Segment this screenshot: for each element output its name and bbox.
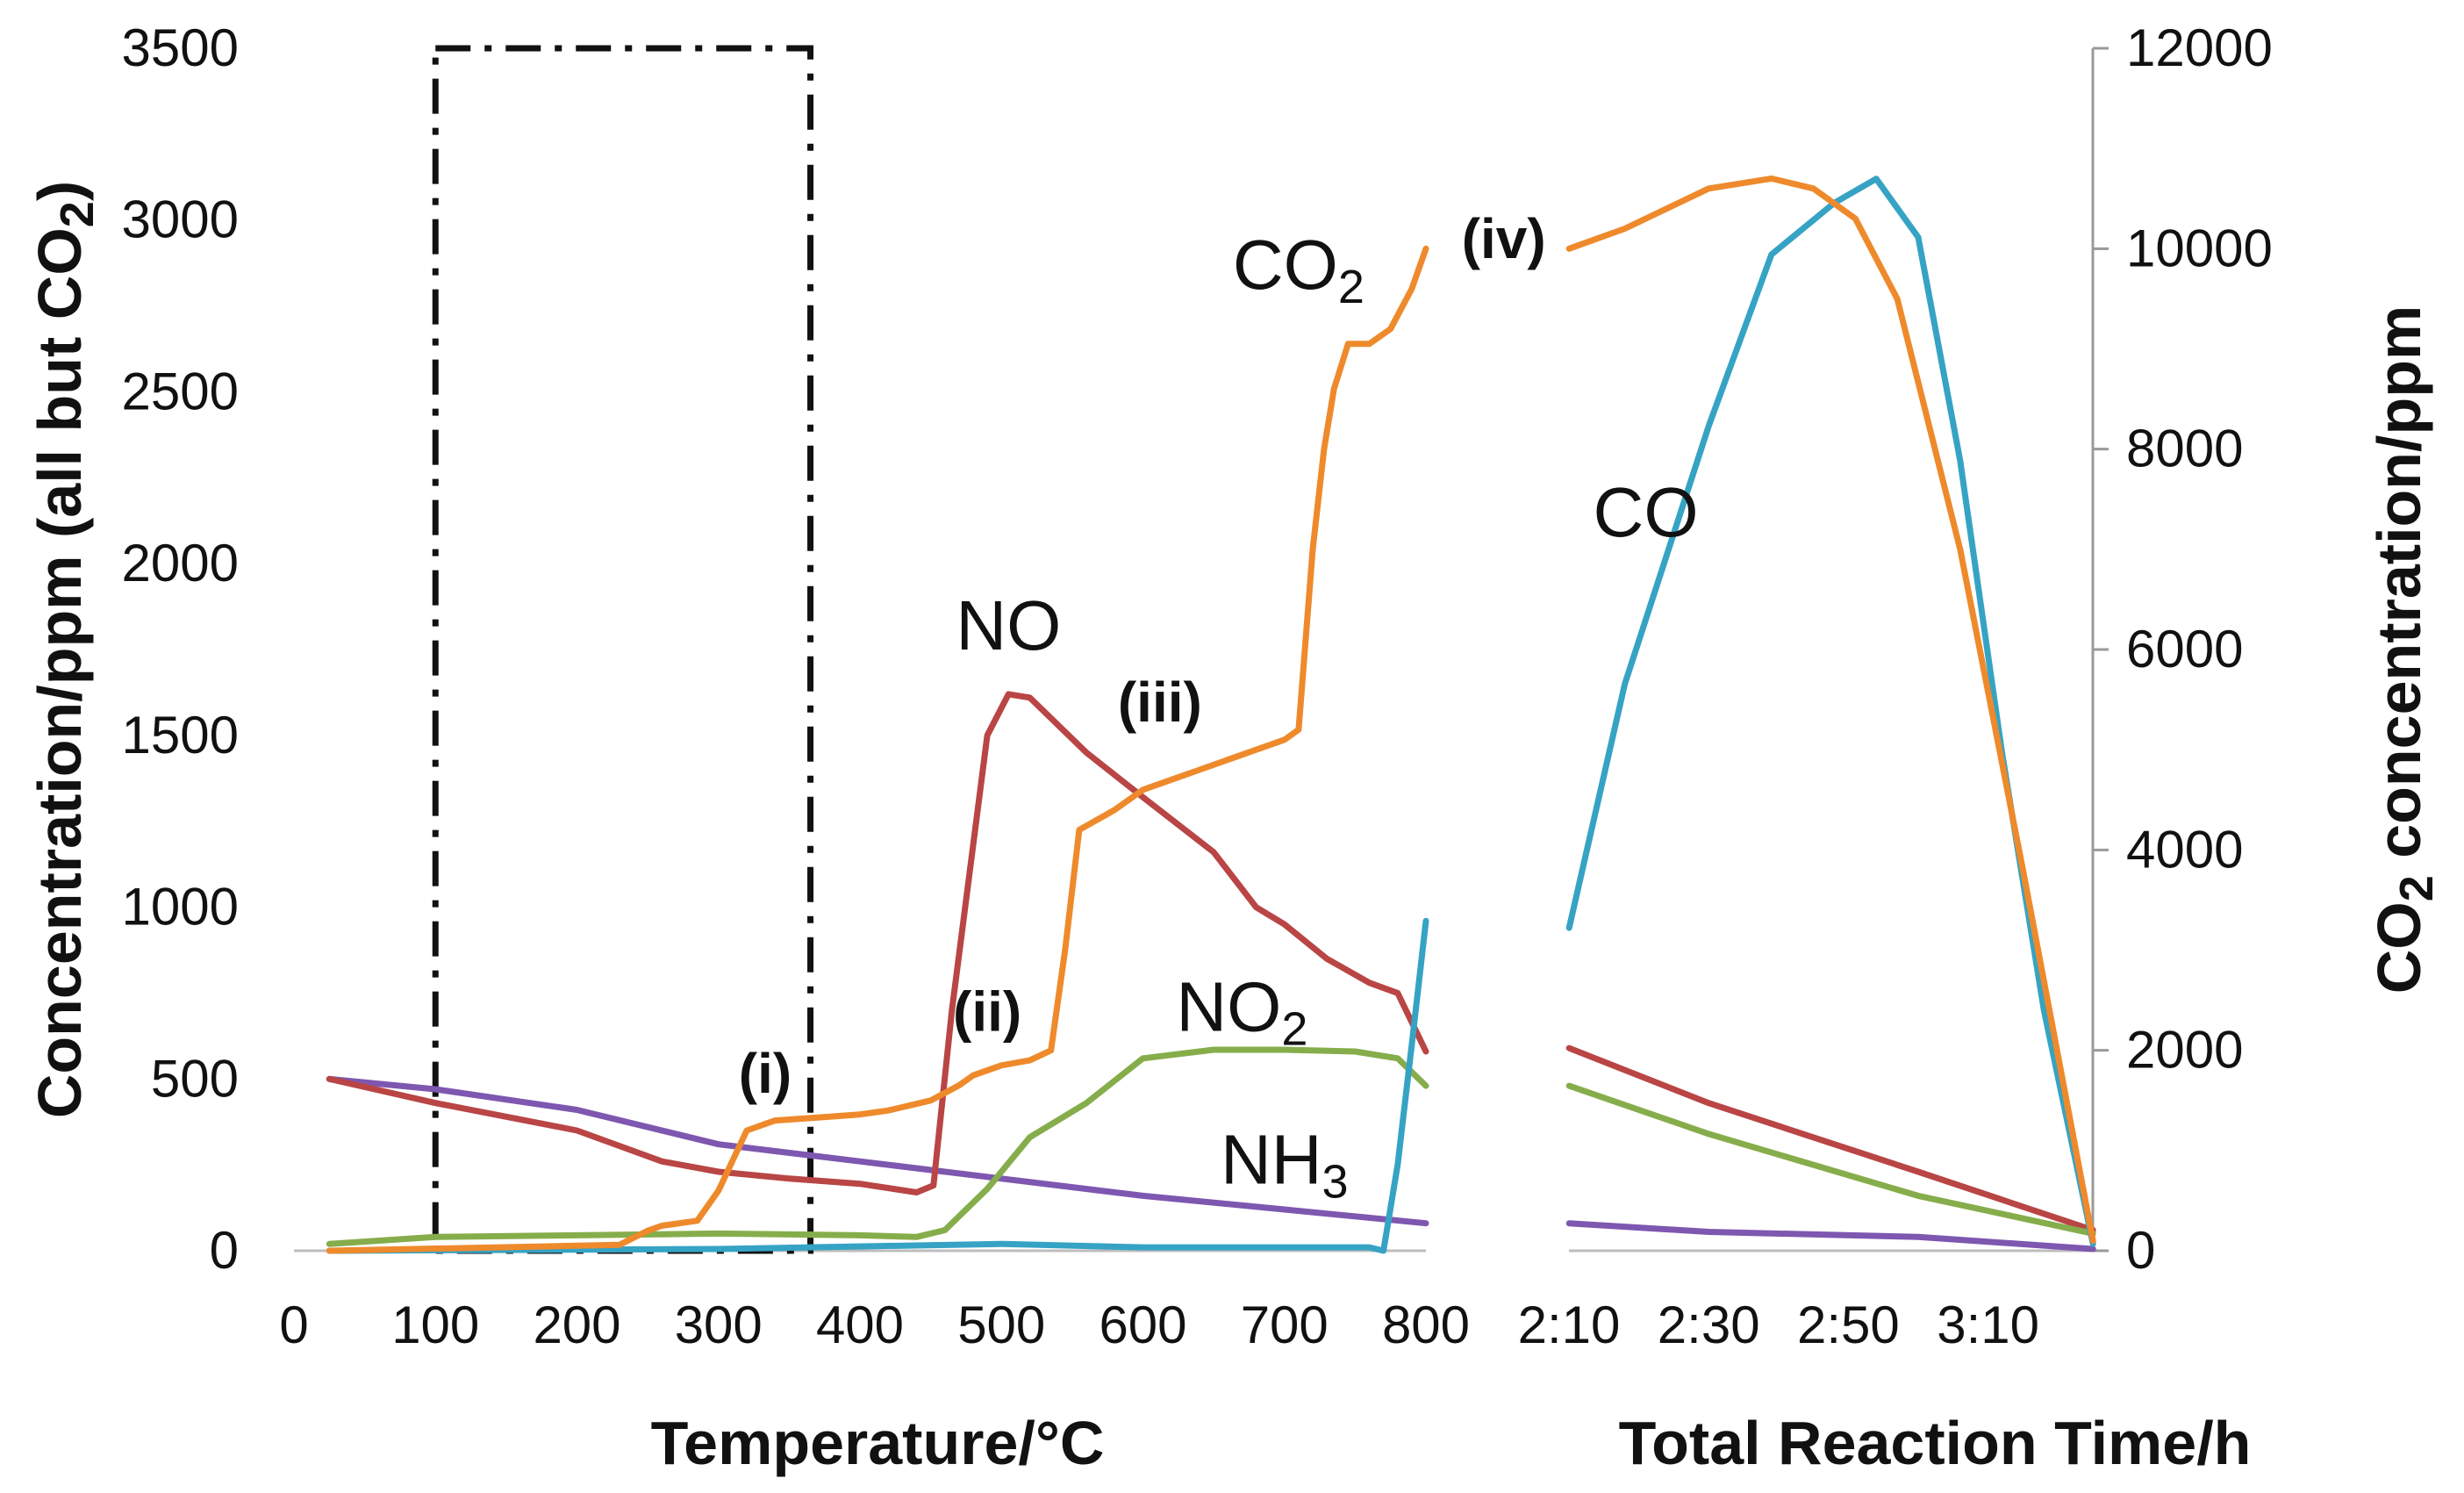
left-axis-tick-label: 1000 <box>122 878 239 937</box>
series-line-no-temperature <box>326 691 1429 1195</box>
series-line-nh3-time <box>1565 1220 2096 1253</box>
time-tick-label: 3:10 <box>1937 1296 2039 1354</box>
temperature-axis-title: Temperature/°C <box>651 1409 1105 1477</box>
annotation-1: (i) <box>739 1042 791 1105</box>
series-line-no2-time <box>1565 1082 2096 1237</box>
temperature-tick-label: 800 <box>1382 1296 1470 1354</box>
temperature-tick-label: 300 <box>675 1296 763 1354</box>
right-axis-title: CO2 concentration/ppm <box>2365 305 2443 994</box>
series-label-no: NO <box>956 586 1061 664</box>
right-axis-tick-label: 0 <box>2126 1221 2155 1280</box>
left-axis-tick-label: 2500 <box>122 362 239 420</box>
right-axis-tick-label: 4000 <box>2126 820 2243 879</box>
series-label-no2: NO2 <box>1176 967 1307 1055</box>
series-line-co-temperature <box>326 917 1429 1254</box>
series-line-co-time <box>1565 176 2096 1247</box>
series-label-co2: CO2 <box>1233 226 1365 313</box>
series-line-no-time <box>1565 1044 2096 1233</box>
series-line-no2-temperature <box>326 1046 1429 1247</box>
annotation-3: (iii) <box>1118 671 1202 734</box>
temperature-tick-label: 700 <box>1241 1296 1329 1354</box>
time-tick-label: 2:50 <box>1797 1296 1900 1354</box>
left-axis-tick-label: 1500 <box>122 706 239 764</box>
right-axis-tick-label: 8000 <box>2126 420 2243 478</box>
time-tick-label: 2:30 <box>1658 1296 1760 1354</box>
left-axis-tick-label: 0 <box>210 1221 239 1280</box>
time-tick-label: 2:10 <box>1518 1296 1621 1354</box>
annotation-2: (ii) <box>953 980 1021 1043</box>
left-axis-title: Concentration/ppm (all but CO2) <box>25 181 104 1118</box>
left-axis-tick-label: 3000 <box>122 190 239 249</box>
left-axis-tick-label: 3500 <box>122 18 239 77</box>
temperature-tick-label: 400 <box>816 1296 904 1354</box>
temperature-tick-label: 200 <box>533 1296 620 1354</box>
series-line-co2-time <box>1565 175 2096 1245</box>
right-axis-tick-label: 2000 <box>2126 1021 2243 1080</box>
series-line-nh3-temperature <box>326 1075 1429 1227</box>
temperature-tick-label: 500 <box>957 1296 1045 1354</box>
series-line-co2-temperature <box>326 245 1429 1254</box>
temperature-tick-label: 100 <box>391 1296 479 1354</box>
right-axis-tick-label: 10000 <box>2126 219 2273 277</box>
temperature-tick-label: 600 <box>1099 1296 1186 1354</box>
time-axis-title: Total Reaction Time/h <box>1619 1409 2252 1477</box>
left-axis-tick-label: 2000 <box>122 534 239 592</box>
right-axis-tick-label: 12000 <box>2126 18 2273 77</box>
right-axis-tick-label: 6000 <box>2126 620 2243 678</box>
left-axis-tick-label: 500 <box>151 1049 239 1108</box>
annotation-4: (iv) <box>1462 207 1546 270</box>
series-label-nh3: NH3 <box>1221 1121 1349 1209</box>
temperature-tick-label: 0 <box>279 1296 308 1354</box>
series-label-co: CO <box>1594 473 1699 551</box>
